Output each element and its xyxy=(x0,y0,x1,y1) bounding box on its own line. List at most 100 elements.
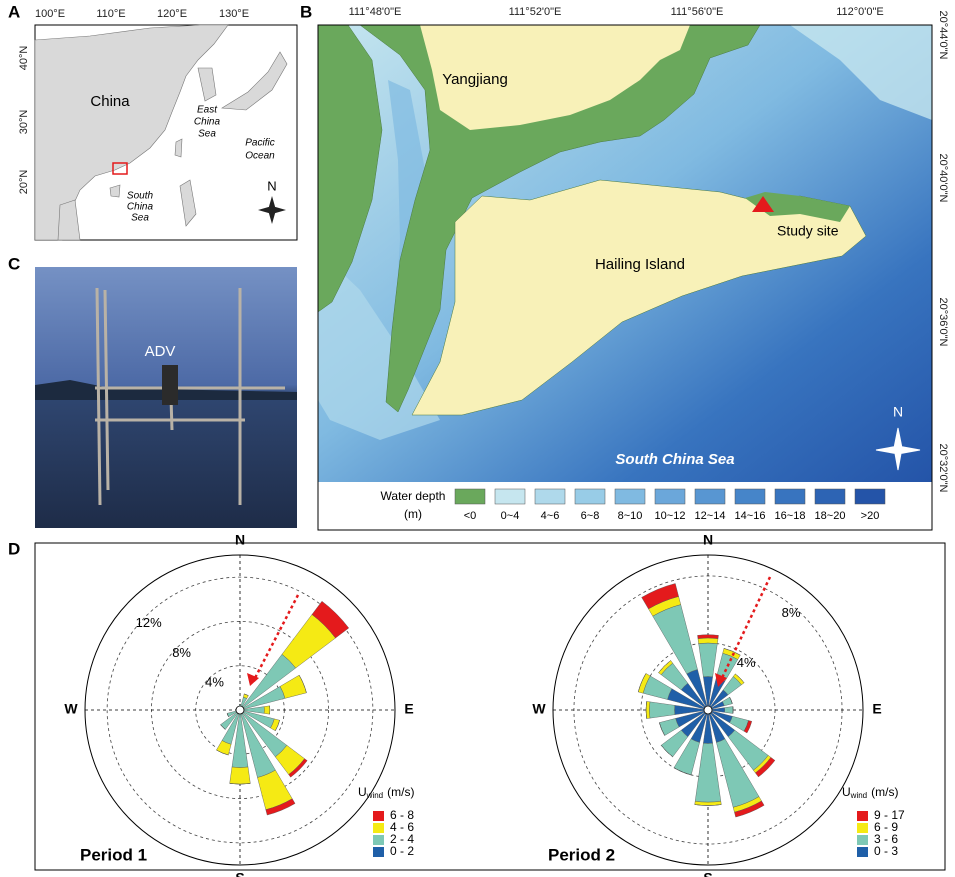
compass xyxy=(875,427,921,471)
legend-swatch xyxy=(814,488,846,505)
ring-label: 4% xyxy=(737,655,756,670)
sea-label: Sea xyxy=(131,213,149,224)
wind-sector xyxy=(298,675,307,693)
lat-label: 20°44'0"N xyxy=(937,11,949,60)
lon-label: 120°E xyxy=(157,8,187,20)
wind-sector xyxy=(645,701,651,719)
place-label: Hailing Island xyxy=(595,256,685,273)
place-label: China xyxy=(90,93,130,110)
wind-sector xyxy=(649,701,676,719)
sea-label: China xyxy=(127,202,154,213)
wind-sector xyxy=(674,705,709,715)
wind-sector xyxy=(263,705,271,715)
legend-title-part: wind xyxy=(850,791,867,800)
legend-swatch xyxy=(373,847,384,857)
lon-label: 111°48'0"E xyxy=(349,6,402,18)
land xyxy=(411,179,867,416)
legend-swatch xyxy=(774,488,806,505)
direction-arrow xyxy=(720,576,772,679)
legend-swatch xyxy=(454,488,486,505)
legend-swatch xyxy=(857,835,868,845)
legend-label: 4~6 xyxy=(541,510,560,522)
legend-swatch xyxy=(694,488,726,505)
legend-label: 6 - 8 xyxy=(390,808,414,822)
legend-title-part: (m/s) xyxy=(387,785,414,799)
legend-title: Uwind (m/s) xyxy=(358,785,414,800)
sea-label: East xyxy=(197,105,218,116)
legend-label: 6~8 xyxy=(581,510,600,522)
wind-sector xyxy=(722,696,733,707)
compass-label: N xyxy=(235,532,245,548)
legend-swatch xyxy=(857,847,868,857)
wind-sector xyxy=(703,709,713,744)
ring-label: 4% xyxy=(205,674,224,689)
compass-label: S xyxy=(235,870,244,877)
compass xyxy=(258,196,286,224)
legend-label: 10~12 xyxy=(655,510,686,522)
legend-title: Uwind (m/s) xyxy=(842,785,898,800)
wind-sector xyxy=(311,600,350,639)
lat-label: 20°36'0"N xyxy=(937,298,949,347)
frame-poles xyxy=(95,287,285,506)
wind-sector xyxy=(743,720,753,734)
legend-title: Water depth xyxy=(381,489,446,503)
wind-sector xyxy=(265,798,296,816)
legend-title-part: U xyxy=(842,785,851,799)
arrow-head xyxy=(715,673,727,687)
legend-label: 9 - 17 xyxy=(874,808,905,822)
land xyxy=(57,199,81,241)
wind-sector xyxy=(279,674,307,699)
wind-sector xyxy=(641,583,679,610)
place-label: Yangjiang xyxy=(442,71,508,88)
wind-sector xyxy=(661,745,673,757)
adv-instrument xyxy=(162,365,178,405)
map-a: 100°E 110°E 120°E 130°E 40°N 30°N 20°N C… xyxy=(18,8,298,241)
panel-label: C xyxy=(8,254,20,273)
legend-title: (m) xyxy=(404,507,422,521)
lat-label: 20°N xyxy=(18,170,30,195)
sea-label: China xyxy=(194,117,221,128)
sea-label: Ocean xyxy=(245,151,275,162)
legend-label: >20 xyxy=(861,510,880,522)
wind-sector xyxy=(659,722,665,736)
sea-label: South xyxy=(127,191,154,202)
legend-swatch xyxy=(574,488,606,505)
north-label: N xyxy=(893,404,903,420)
land xyxy=(179,179,197,227)
study-site-marker xyxy=(752,196,774,212)
rose-title: Period 2 xyxy=(548,845,615,864)
wind-sector xyxy=(652,604,698,675)
compass-label: N xyxy=(703,532,713,548)
legend-label: 12~14 xyxy=(695,510,726,522)
legend-label: 0 - 2 xyxy=(390,844,414,858)
lon-label: 111°52'0"E xyxy=(509,6,562,18)
land xyxy=(174,138,183,158)
panel-label: A xyxy=(8,2,20,21)
lon-label: 130°E xyxy=(219,8,249,20)
lon-label: 110°E xyxy=(96,8,125,20)
legend-label: 4 - 6 xyxy=(390,820,414,834)
shallow-water xyxy=(318,250,440,440)
map-frame xyxy=(317,24,933,531)
legend-label: 18~20 xyxy=(815,510,846,522)
panel-label: B xyxy=(300,2,312,21)
rose-center xyxy=(235,705,245,715)
photo-label: ADV xyxy=(145,343,176,360)
legend-swatch xyxy=(854,488,886,505)
compass-label: W xyxy=(532,701,546,717)
lat-label: 30°N xyxy=(18,110,30,135)
north-label: N xyxy=(267,178,276,193)
lat-label: 40°N xyxy=(18,46,30,71)
wind-sector xyxy=(694,742,722,803)
lat-label: 20°40'0"N xyxy=(937,154,949,203)
wind-sector xyxy=(229,766,251,785)
compass-label: W xyxy=(64,701,78,717)
legend-swatch xyxy=(373,811,384,821)
compass-label: E xyxy=(872,701,881,717)
legend-label: <0 xyxy=(464,510,477,522)
lat-label: 20°32'0"N xyxy=(937,444,949,493)
ring-label: 8% xyxy=(172,645,191,660)
legend-label: 2 - 4 xyxy=(390,832,414,846)
legend-label: 0 - 3 xyxy=(874,844,898,858)
